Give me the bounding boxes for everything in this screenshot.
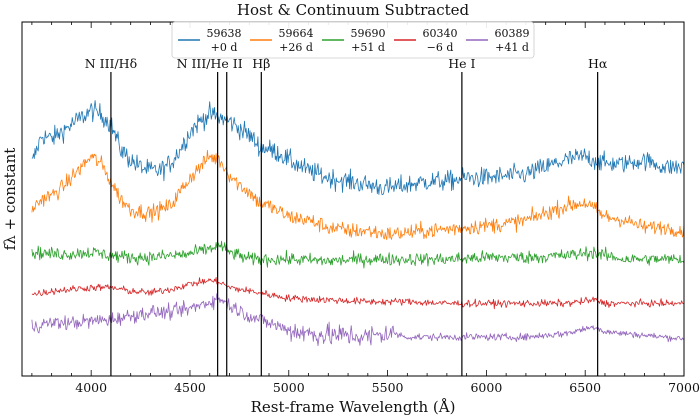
legend-label-5: 60389	[495, 27, 530, 40]
legend-label-1: 59638	[207, 27, 242, 40]
spectrum-line-5	[31, 293, 685, 347]
legend-label-4: 60340	[423, 27, 458, 40]
spectral-line-label-2: N III/He II	[177, 56, 243, 71]
x-axis-label: Rest-frame Wavelength (Å)	[251, 398, 456, 416]
x-tick-label: 4500	[174, 380, 206, 395]
legend-label-2: 59664	[279, 27, 314, 40]
legend-sublabel-4: −6 d	[427, 41, 454, 54]
series-group	[31, 100, 685, 347]
spectral-line-label-5: He I	[448, 56, 475, 71]
spectral-lines-group: N III/Hδ N III/He II Hβ He I Hα	[85, 56, 608, 376]
spectrum-line-1	[31, 100, 685, 196]
legend-sublabel-5: +41 d	[495, 41, 529, 54]
x-tick-label: 6500	[569, 380, 601, 395]
x-tick-label: 4000	[75, 380, 107, 395]
x-tick-label: 7000	[668, 380, 700, 395]
y-axis-label: fλ + constant	[1, 148, 19, 251]
x-tick-label: 5000	[273, 380, 305, 395]
x-ticks-group: 4000 4500 5000 5500 6000 6500 7000	[31, 22, 700, 395]
chart-title: Host & Continuum Subtracted	[237, 1, 470, 19]
legend-sublabel-1: +0 d	[211, 41, 238, 54]
legend-label-3: 59690	[351, 27, 386, 40]
spectral-line-label-4: Hβ	[252, 56, 270, 71]
legend-sublabel-2: +26 d	[279, 41, 313, 54]
spectrum-line-4	[31, 276, 685, 310]
spectral-line-label-1: N III/Hδ	[85, 56, 137, 71]
legend: 59638+0 d 59664+26 d 59690+51 d 60340−6 d 60…	[171, 21, 535, 59]
legend-sublabel-3: +51 d	[351, 41, 385, 54]
x-tick-label: 6000	[470, 380, 502, 395]
spectrum-line-2	[31, 149, 685, 241]
spectral-line-label-6: Hα	[588, 56, 608, 71]
legend-box	[171, 21, 535, 59]
spectrum-line-3	[31, 240, 685, 269]
x-tick-label: 5500	[372, 380, 404, 395]
